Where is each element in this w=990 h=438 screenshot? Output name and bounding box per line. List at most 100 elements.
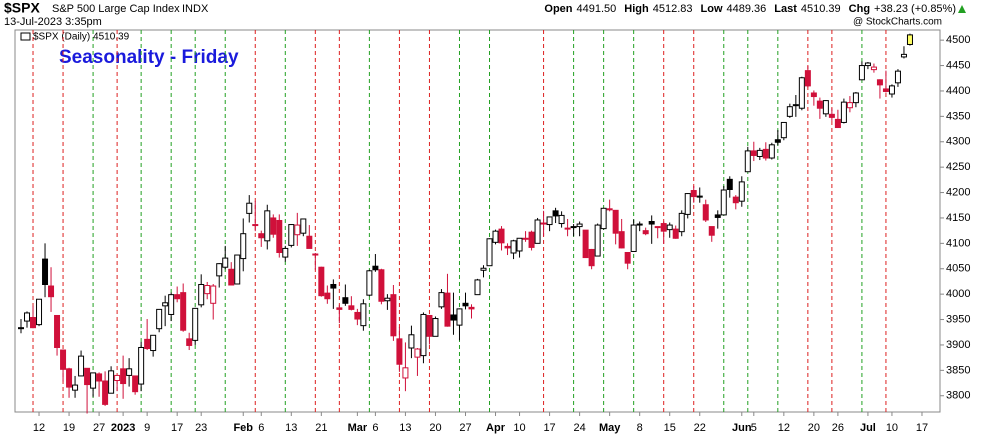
candle-body [372, 265, 379, 271]
candle-body [906, 34, 913, 45]
candle-body [324, 292, 331, 300]
x-tick-label: 20 [429, 422, 441, 434]
candle-body [558, 214, 565, 225]
candle-body [402, 367, 409, 379]
candle-body [222, 257, 229, 268]
candle-body [702, 204, 709, 221]
candle-body [858, 65, 865, 81]
y-tick-label: 4350 [946, 110, 970, 122]
x-tick-label: May [599, 422, 621, 434]
candle-body [516, 237, 523, 252]
candle-body [312, 253, 319, 256]
candle-body [672, 228, 679, 239]
candle-body [156, 308, 163, 330]
candle-body [150, 334, 157, 352]
x-tick-label: Mar [348, 422, 368, 434]
candle-body [582, 229, 589, 259]
candle-body [102, 380, 109, 405]
y-tick-label: 4300 [946, 136, 970, 148]
candle-body [588, 248, 595, 267]
x-tick-label: 21 [315, 422, 327, 434]
candle-body [888, 85, 895, 95]
candle-body [708, 226, 715, 236]
symbol-name: S&P 500 Large Cap Index [52, 3, 180, 15]
candle-body [648, 221, 655, 225]
x-tick-label: Feb [233, 422, 253, 434]
candle-body [264, 210, 271, 242]
candle-body [738, 181, 745, 202]
candle-body [834, 118, 841, 129]
candle-body [750, 150, 757, 156]
candle-body [636, 223, 643, 226]
quote: +38.23 (+0.85%) Chg 4510.39 Last 4489.36 Low 4… [544, 3, 966, 15]
candle-body [780, 121, 787, 139]
candle-body [762, 148, 769, 159]
x-tick-label: 5 [751, 422, 757, 434]
candle-body [474, 279, 481, 296]
watermark: @ StockCharts.com [853, 17, 942, 28]
candle-body [24, 312, 31, 322]
candle-body [84, 367, 91, 386]
candle-body [162, 302, 169, 307]
x-tick-label: 22 [694, 422, 706, 434]
x-tick-label: 13 [399, 422, 411, 434]
candle-body [660, 223, 667, 232]
x-tick-label: Apr [486, 422, 506, 434]
candle-body [390, 294, 397, 337]
candle-body [336, 307, 343, 310]
candle-body [876, 79, 883, 86]
candle-body [450, 314, 457, 321]
candle-body [216, 263, 223, 277]
candle-body [174, 294, 181, 300]
exchange: INDX [182, 3, 209, 15]
quote-value: 4510.39 [801, 3, 841, 15]
legend: $SPX (Daily) 4510.39 [33, 32, 130, 43]
candle-body [642, 230, 649, 235]
candle-body [246, 202, 253, 214]
x-tick-label: Jun [732, 422, 752, 434]
candle-body [108, 370, 115, 394]
candle-body [726, 178, 733, 191]
candle-body [78, 355, 85, 377]
candle-body [678, 212, 685, 233]
y-tick-label: 4050 [946, 263, 970, 275]
y-tick-label: 4100 [946, 237, 970, 249]
candle-body [666, 224, 673, 231]
quote-label: Last [774, 3, 797, 15]
y-tick-label: 3900 [946, 339, 970, 351]
candle-body [60, 349, 67, 370]
candle-body [630, 224, 637, 252]
candle-body [330, 283, 337, 289]
candle-body [192, 307, 199, 341]
candle-body [114, 374, 121, 382]
candle-body [276, 219, 283, 253]
y-tick-label: 4450 [946, 59, 970, 71]
y-tick-label: 4500 [946, 34, 970, 46]
candle-body [30, 317, 37, 329]
candle-body [366, 270, 373, 296]
candle-body [744, 150, 751, 173]
quote-label: Chg [849, 3, 870, 15]
candle-body [18, 327, 25, 330]
candle-body [138, 346, 145, 385]
candle-body [66, 368, 73, 388]
x-tick-label: 17 [543, 422, 555, 434]
candle-body [552, 210, 559, 217]
candle-body [690, 190, 697, 198]
y-tick-label: 3850 [946, 364, 970, 376]
candle-body [882, 88, 889, 92]
candle-body [384, 297, 391, 302]
x-tick-label: 23 [195, 422, 207, 434]
candle-body [720, 189, 727, 216]
candle-body [354, 311, 361, 320]
x-tick-label: 26 [832, 422, 844, 434]
candle-body [492, 230, 499, 243]
quote-value: 4491.50 [577, 3, 617, 15]
candle-body [432, 318, 439, 337]
candle-body [804, 70, 811, 87]
candle-body [540, 222, 547, 225]
candle-body [72, 384, 79, 391]
candle-body [396, 338, 403, 365]
candle-body [414, 348, 421, 358]
x-tick-label: 13 [285, 422, 297, 434]
